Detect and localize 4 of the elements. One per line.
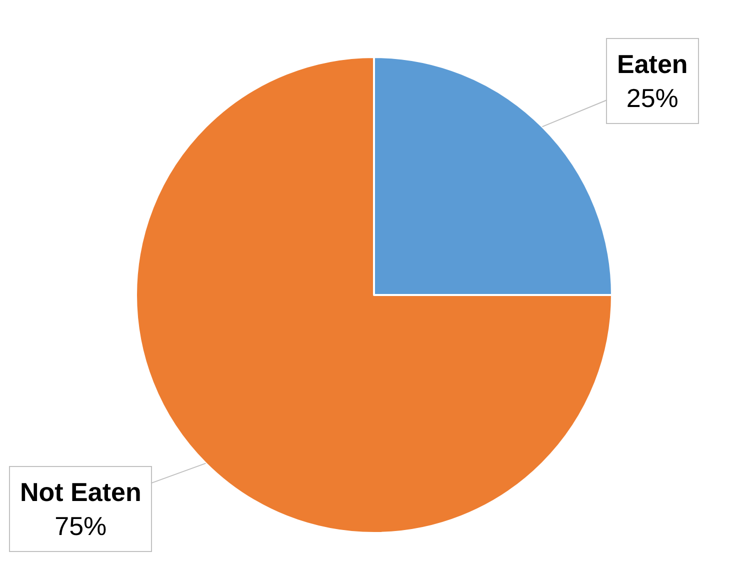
slice-label: Not Eaten: [20, 477, 142, 507]
slice-label: Eaten: [617, 49, 688, 79]
data-label: 25%: [626, 82, 678, 113]
data-label: 75%: [54, 510, 107, 541]
